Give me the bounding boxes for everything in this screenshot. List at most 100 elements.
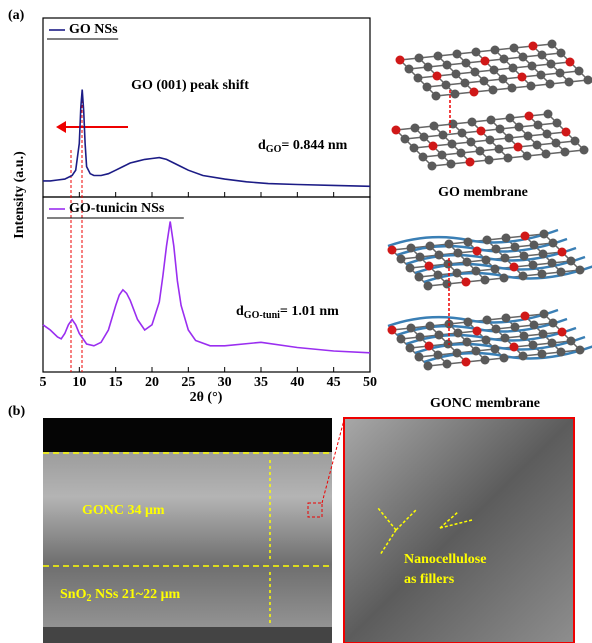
atom <box>546 80 555 89</box>
annotation: GO (001) peak shift <box>131 78 249 93</box>
atom <box>511 243 520 252</box>
atom <box>407 244 416 253</box>
atom <box>396 56 405 65</box>
atom <box>443 280 452 289</box>
atom <box>576 346 585 355</box>
atom <box>442 81 451 90</box>
legend-label: GO-tunicin NSs <box>69 201 165 216</box>
atom <box>443 61 452 70</box>
atom <box>576 266 585 275</box>
atom <box>444 340 453 349</box>
atom <box>453 269 462 278</box>
atom <box>492 245 501 254</box>
atom <box>485 156 494 165</box>
atom <box>538 270 547 279</box>
atom <box>521 312 530 321</box>
atom <box>415 273 424 282</box>
atom <box>501 254 510 263</box>
atom <box>495 145 504 154</box>
atom <box>471 68 480 77</box>
atom <box>548 339 557 348</box>
atom <box>411 124 420 133</box>
atom <box>483 236 492 245</box>
atom <box>549 239 558 248</box>
shift-arrow-head <box>56 121 66 133</box>
atom <box>416 333 425 342</box>
atom <box>571 137 580 146</box>
atom <box>435 331 444 340</box>
atom <box>537 71 546 80</box>
atom <box>492 325 501 334</box>
atom <box>477 127 486 136</box>
layer-label: SnO2 NSs 21~22 μm <box>60 587 181 604</box>
atom <box>543 130 552 139</box>
atom <box>558 328 567 337</box>
atom <box>433 72 442 81</box>
atom <box>544 110 553 119</box>
atom <box>464 238 473 247</box>
atom <box>566 58 575 67</box>
atom <box>434 271 443 280</box>
atom <box>562 128 571 137</box>
atom <box>534 121 543 130</box>
atom <box>542 150 551 159</box>
atom <box>425 262 434 271</box>
atom <box>509 64 518 73</box>
atom <box>424 63 433 72</box>
atom <box>429 142 438 151</box>
atom <box>482 336 491 345</box>
atom <box>468 118 477 127</box>
atom <box>461 79 470 88</box>
d-spacing: dGO-tuni= 1.01 nm <box>236 304 339 321</box>
atom <box>430 122 439 131</box>
atom <box>567 257 576 266</box>
atom <box>519 272 528 281</box>
atom <box>557 268 566 277</box>
atom <box>529 341 538 350</box>
atom <box>432 92 441 101</box>
atom <box>434 351 443 360</box>
x-tick-label: 10 <box>72 375 86 390</box>
atom <box>476 147 485 156</box>
atom <box>388 326 397 335</box>
atom <box>529 42 538 51</box>
atom <box>452 70 461 79</box>
x-tick-label: 5 <box>40 375 47 390</box>
atom <box>539 330 548 339</box>
atom <box>428 162 437 171</box>
x-tick-label: 15 <box>109 375 123 390</box>
atom <box>565 78 574 87</box>
atom <box>463 338 472 347</box>
atom <box>462 59 471 68</box>
x-tick-label: 20 <box>145 375 159 390</box>
atom <box>406 344 415 353</box>
atom <box>416 253 425 262</box>
atom <box>510 343 519 352</box>
atom <box>548 40 557 49</box>
atom <box>499 75 508 84</box>
atom <box>415 353 424 362</box>
atom <box>525 112 534 121</box>
atom <box>552 139 561 148</box>
atom <box>489 86 498 95</box>
atom <box>457 149 466 158</box>
atom <box>410 144 419 153</box>
atom <box>508 84 517 93</box>
atom <box>527 82 536 91</box>
x-tick-label: 35 <box>254 375 268 390</box>
x-tick-label: 25 <box>181 375 195 390</box>
atom <box>424 362 433 371</box>
atom <box>453 349 462 358</box>
caption: GO membrane <box>438 185 528 200</box>
atom <box>423 83 432 92</box>
atom <box>481 356 490 365</box>
annotation: as fillers <box>404 572 455 587</box>
atom <box>557 49 566 58</box>
caption: GONC membrane <box>430 396 540 411</box>
atom <box>538 51 547 60</box>
atom <box>533 141 542 150</box>
atom <box>483 316 492 325</box>
atom <box>447 160 456 169</box>
atom <box>515 123 524 132</box>
atom <box>500 274 509 283</box>
